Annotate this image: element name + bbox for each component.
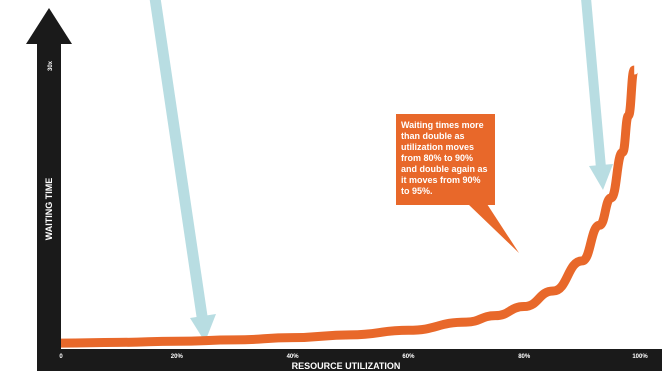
x-tick-label: 0 [59,354,63,360]
pointer-arrow-left [149,0,216,342]
annotation-line: and double again as [401,164,488,174]
annotation-line: than double as [401,131,465,141]
x-tick-label: 40% [287,354,300,360]
annotation-box [396,114,495,205]
x-tick-label: 80% [518,354,531,360]
annotation-tail [468,204,519,253]
y-axis-label: WAITING TIME [44,178,54,241]
series-line [60,65,639,348]
y-axis-arrowhead [26,8,72,44]
annotation-line: utilization moves [401,142,474,152]
x-axis-bar [37,349,662,371]
annotation-line: from 80% to 90% [401,153,473,163]
y-axis-top-tick: 30x [48,60,54,71]
x-axis-ticks: 0 20% 40% 60% 80% 100% [59,354,648,360]
pointer-arrow-right [581,0,613,190]
annotation-line: to 95%. [401,186,433,196]
x-axis-label: RESOURCE UTILIZATION [292,361,401,371]
x-tick-label: 100% [632,354,648,360]
x-tick-label: 60% [402,354,415,360]
x-tick-label: 20% [171,354,184,360]
y-axis-bar [37,43,61,357]
annotation-line: it moves from 90% [401,175,481,185]
annotation-line: Waiting times more [401,120,484,130]
